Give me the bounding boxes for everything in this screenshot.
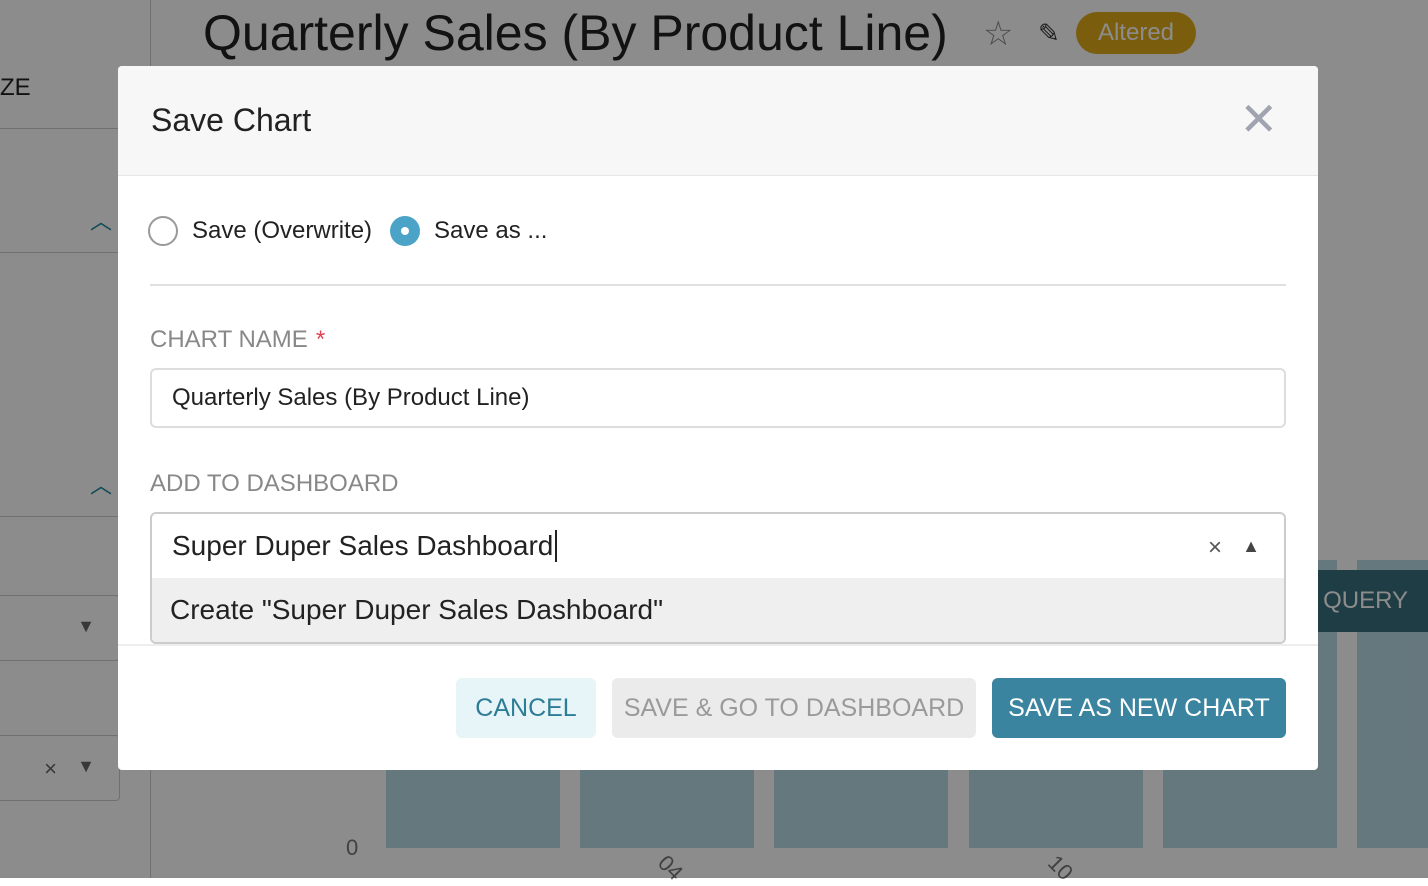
save-as-new-chart-button[interactable]: Save as new chart [992,678,1286,738]
dashboard-select[interactable]: Super Duper Sales Dashboard × ▲ Create "… [150,512,1286,644]
radio-save-as[interactable] [390,216,421,246]
chevron-up-icon[interactable]: ︿ [90,473,113,498]
chart-name-label: Chart Name * [150,326,325,354]
radio-overwrite[interactable] [148,216,178,246]
close-icon[interactable]: ✕ [1239,93,1278,145]
altered-badge[interactable]: Altered [1076,12,1196,54]
y-axis-tick: 0 [346,835,359,860]
cancel-button[interactable]: Cancel [456,678,596,738]
chart-title: Quarterly Sales (By Product Line) [203,5,948,61]
label-text: Chart Name [150,326,308,353]
divider [0,516,150,517]
clear-icon[interactable]: × [44,756,57,781]
dashboard-label: Add to Dashboard [150,470,399,497]
dashboard-input[interactable]: Super Duper Sales Dashboard [172,530,558,562]
caret-up-icon[interactable]: ▲ [1242,536,1260,556]
footer-divider [118,644,1318,646]
star-icon[interactable]: ☆ [983,15,1014,53]
save-go-to-dashboard-button[interactable]: Save & go to dashboard [612,678,976,738]
divider [0,252,150,253]
radio-save-as-label[interactable]: Save as ... [434,217,548,244]
chevron-up-icon[interactable]: ︿ [90,209,113,234]
save-mode-radio-group: Save (Overwrite) Save as ... [148,216,547,246]
sidebar-label: ZE [0,74,31,101]
save-chart-modal: Save Chart ✕ Save (Overwrite) Save as ..… [118,66,1318,770]
divider [150,284,1286,286]
select-control[interactable]: × ▼ [0,735,120,801]
edit-icon[interactable]: ✎ [1038,18,1060,48]
chart-name-input[interactable] [150,368,1286,428]
divider [0,128,150,129]
caret-down-icon: ▼ [77,616,95,636]
clear-icon[interactable]: × [1207,534,1222,561]
caret-down-icon: ▼ [77,756,95,776]
radio-overwrite-label[interactable]: Save (Overwrite) [192,217,373,244]
modal-title: Save Chart [151,102,312,138]
select-control[interactable]: ▼ [0,595,120,661]
dropdown-option-create[interactable]: Create "Super Duper Sales Dashboard" [152,578,1284,642]
modal-header: Save Chart ✕ [118,66,1318,176]
required-mark: * [315,326,326,353]
run-query-button[interactable]: QUERY [1300,570,1428,632]
